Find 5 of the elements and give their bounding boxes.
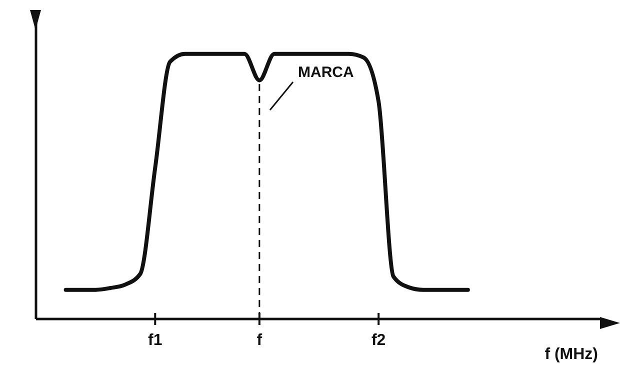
x-tick-label: f1 xyxy=(148,332,162,349)
x-tick-label: f2 xyxy=(371,332,386,349)
x-axis-title: f (MHz) xyxy=(544,346,598,363)
annotation: MARCA xyxy=(298,64,354,81)
x-tick-label: f xyxy=(256,332,263,349)
